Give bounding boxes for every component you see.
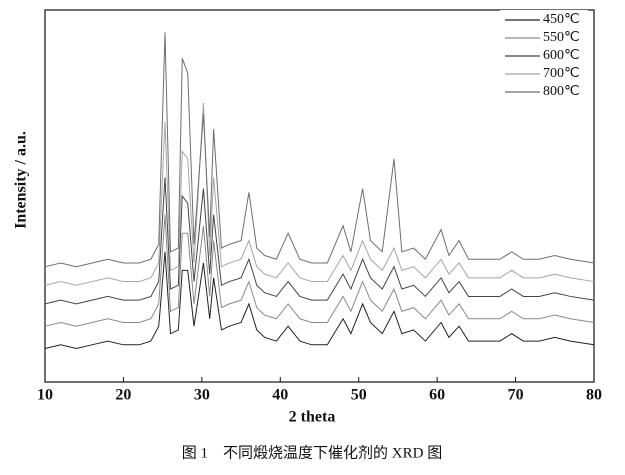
legend-label: 800℃ bbox=[543, 84, 580, 99]
x-tick-label: 40 bbox=[272, 387, 288, 404]
plot-frame bbox=[44, 9, 595, 383]
data-line bbox=[44, 32, 595, 268]
legend-label: 600℃ bbox=[543, 48, 580, 63]
data-line bbox=[44, 177, 595, 305]
legend-label: 700℃ bbox=[543, 66, 580, 81]
x-tick-label: 50 bbox=[351, 387, 367, 404]
x-tick-label: 80 bbox=[586, 387, 602, 404]
x-tick-label: 70 bbox=[508, 387, 524, 404]
x-tick-label: 60 bbox=[429, 387, 445, 404]
data-line bbox=[44, 251, 595, 350]
data-line bbox=[44, 102, 595, 286]
legend-label: 450℃ bbox=[543, 12, 580, 27]
y-axis-label: Intensity / a.u. bbox=[13, 131, 30, 229]
x-tick-label: 30 bbox=[194, 387, 210, 404]
x-tick-label: 20 bbox=[115, 387, 131, 404]
x-tick-label: 10 bbox=[37, 387, 53, 404]
legend bbox=[500, 10, 588, 104]
x-axis-label: 2 theta bbox=[289, 409, 336, 426]
legend-label: 550℃ bbox=[543, 30, 580, 45]
data-line bbox=[44, 214, 595, 327]
caption: 图 1 不同煅烧温度下催化剂的 XRD 图 bbox=[182, 444, 442, 461]
